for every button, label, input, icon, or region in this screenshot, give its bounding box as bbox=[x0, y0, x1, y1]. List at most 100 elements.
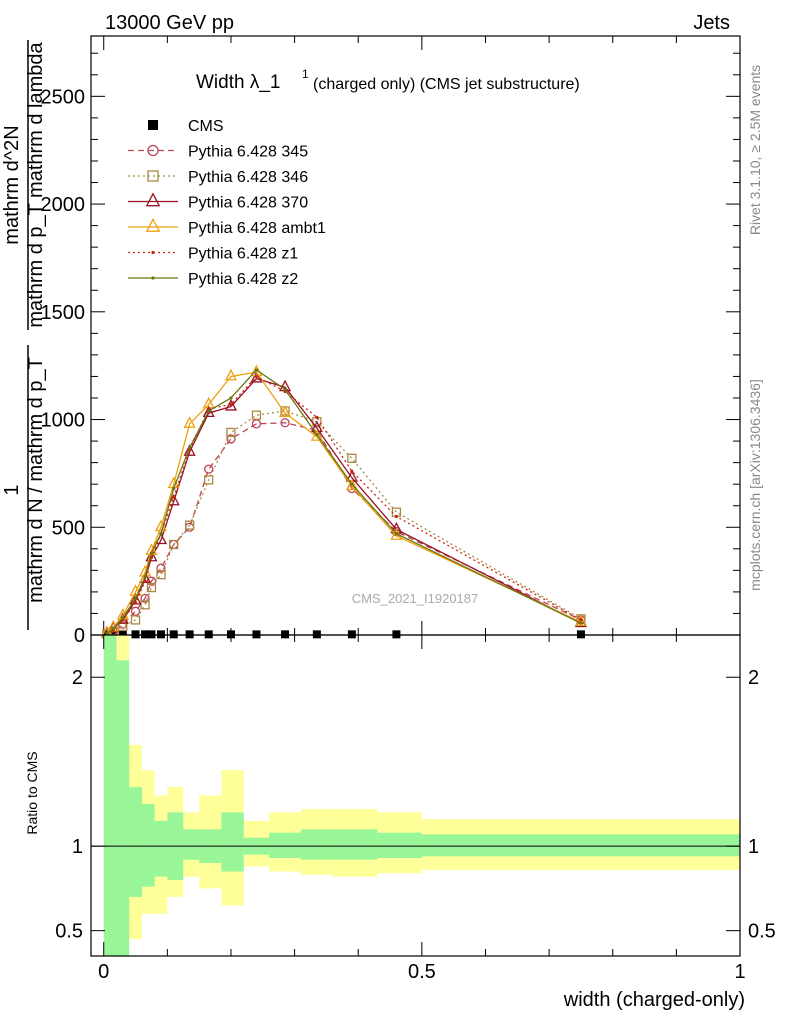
series-point bbox=[143, 579, 147, 583]
series-point bbox=[149, 551, 154, 555]
cms-data-point bbox=[147, 630, 156, 639]
series-point bbox=[133, 601, 138, 605]
series-point bbox=[250, 371, 263, 383]
series-point bbox=[350, 482, 354, 486]
series-point bbox=[315, 433, 319, 437]
main-ytick-label: 500 bbox=[52, 517, 85, 539]
series-point bbox=[278, 405, 292, 418]
stat_uncertainty-bin bbox=[129, 787, 142, 897]
cms-data-point bbox=[185, 630, 194, 639]
ratio-ylabel: Ratio to CMS bbox=[24, 751, 40, 834]
ratio-plot-panel: 0 0.5 10.5 0.51 12 2 bbox=[55, 634, 776, 983]
series-point bbox=[167, 493, 180, 506]
series-point bbox=[226, 434, 236, 444]
series-point bbox=[229, 396, 233, 400]
series-point bbox=[130, 606, 141, 616]
series-point bbox=[204, 475, 214, 485]
side-label-mcplots: mcplots.cern.ch [arXiv:1306.3436] bbox=[747, 379, 763, 591]
series-line bbox=[106, 422, 582, 635]
cms-data-point bbox=[347, 630, 356, 639]
series-0 bbox=[102, 630, 585, 639]
stat_uncertainty-bin bbox=[116, 660, 130, 956]
series-point bbox=[254, 368, 259, 372]
series-point bbox=[204, 464, 214, 474]
series-point bbox=[105, 631, 109, 635]
series-point bbox=[151, 276, 155, 280]
ratio-ytick-label: 2 bbox=[72, 667, 83, 689]
series-point bbox=[121, 616, 125, 620]
watermark-analysis-id: CMS_2021_I1920187 bbox=[352, 591, 479, 606]
series-point bbox=[280, 418, 290, 428]
series-point bbox=[394, 532, 399, 536]
series-point bbox=[283, 387, 287, 391]
cms-data-point bbox=[312, 630, 321, 639]
series-point bbox=[156, 570, 166, 580]
series-point bbox=[184, 522, 195, 532]
legend-label: Pythia 6.428 ambt1 bbox=[188, 220, 326, 237]
ratio-xtick-label: 0.5 bbox=[408, 961, 436, 983]
cms-data-point bbox=[131, 630, 140, 639]
series-2 bbox=[102, 406, 586, 639]
series-point bbox=[310, 429, 323, 441]
series-point bbox=[579, 618, 583, 622]
series-point bbox=[207, 409, 211, 413]
series-point bbox=[574, 614, 588, 627]
stat_uncertainty-bin bbox=[221, 812, 244, 872]
series-point bbox=[147, 144, 159, 157]
series-point bbox=[133, 596, 138, 600]
series-point bbox=[145, 217, 161, 232]
title-main: Width λ_1 bbox=[196, 72, 280, 93]
cms-data-point bbox=[141, 630, 150, 639]
legend-label: Pythia 6.428 345 bbox=[188, 144, 308, 161]
series-point bbox=[147, 170, 159, 182]
series-line bbox=[106, 371, 582, 634]
series-1 bbox=[102, 418, 586, 639]
stat_uncertainty-bin bbox=[300, 829, 333, 860]
cms-data-point bbox=[252, 630, 261, 639]
legend-label: CMS bbox=[188, 118, 224, 135]
series-point bbox=[183, 416, 196, 428]
stat_uncertainty-bin bbox=[377, 832, 422, 859]
main-plot-panel: 0 500 1000 1500 2000 2500 bbox=[41, 35, 741, 647]
series-point bbox=[118, 621, 128, 632]
cms-data-point bbox=[118, 630, 127, 639]
series-point bbox=[111, 627, 115, 631]
series-point bbox=[254, 374, 259, 379]
series-point bbox=[159, 532, 163, 536]
series-point bbox=[183, 444, 196, 456]
cms-data-point bbox=[156, 630, 165, 639]
ratio-ytick-label: 0.5 bbox=[55, 921, 83, 943]
stat_uncertainty-bin bbox=[141, 803, 155, 887]
cms-data-point bbox=[148, 120, 158, 130]
title-superscript: 1 bbox=[302, 67, 309, 81]
series-point bbox=[140, 600, 150, 610]
stat_uncertainty-bin bbox=[421, 834, 740, 857]
cms-data-point bbox=[226, 630, 235, 639]
ylabel-main: 1 mathrm d N / mathrm d p_T mathrm d^2N … bbox=[1, 40, 47, 630]
ratio-ytick-label-right: 1 bbox=[748, 836, 759, 858]
side-label-rivet: Rivet 3.1.10, ≥ 2.5M events bbox=[747, 65, 763, 235]
stat_uncertainty-bin bbox=[332, 829, 378, 860]
ylabel-numerator-bottom: mathrm d^2N bbox=[1, 125, 23, 244]
ylabel-denominator-bottom: mathrm d p_T mathrm d lambda bbox=[25, 41, 47, 327]
main-ytick-label: 0 bbox=[74, 625, 85, 647]
legend-label: Pythia 6.428 z1 bbox=[188, 246, 298, 263]
ratio-xtick-label: 0 bbox=[98, 961, 109, 983]
series-6 bbox=[105, 368, 583, 635]
cms-data-point bbox=[576, 630, 585, 639]
legend-label: Pythia 6.428 370 bbox=[188, 195, 308, 212]
series-line bbox=[106, 410, 582, 635]
series-point bbox=[130, 615, 141, 625]
series-point bbox=[345, 478, 358, 491]
series-line bbox=[106, 377, 582, 634]
series-point bbox=[172, 495, 176, 499]
series-point bbox=[226, 427, 236, 438]
main-ytick-label: 2500 bbox=[41, 86, 86, 108]
series-point bbox=[145, 192, 161, 207]
cms-data-point bbox=[281, 630, 290, 639]
series-3 bbox=[100, 371, 588, 638]
title-suffix: (charged only) (CMS jet substructure) bbox=[313, 76, 580, 93]
series-point bbox=[184, 520, 195, 530]
series-point bbox=[143, 575, 147, 579]
